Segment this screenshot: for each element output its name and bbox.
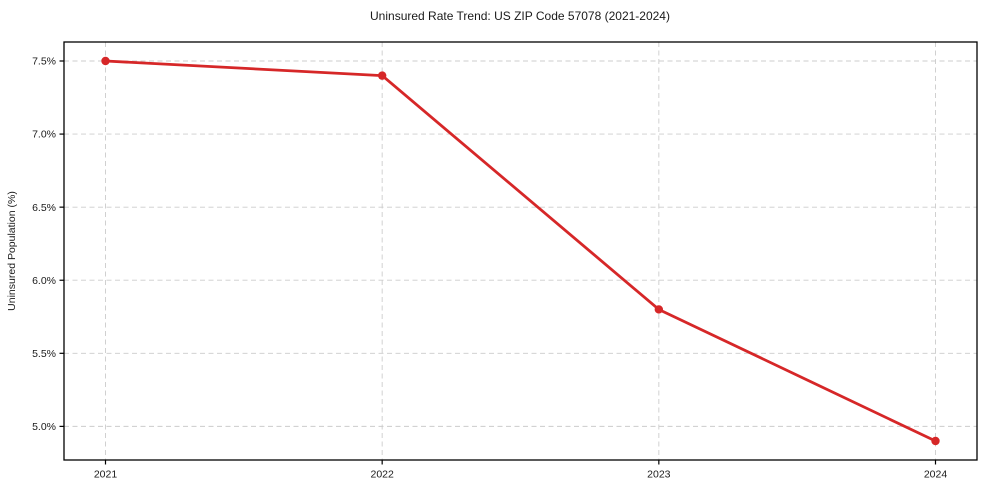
data-point — [654, 305, 664, 314]
trend-line — [104, 59, 937, 443]
x-tick-label: 2021 — [94, 469, 118, 481]
x-tick-label: 2023 — [647, 469, 671, 481]
data-point — [101, 56, 110, 66]
plot-border — [63, 41, 978, 461]
y-tick-label: 7.0% — [32, 129, 56, 141]
y-tick-label: 7.5% — [32, 56, 56, 68]
chart-title: Uninsured Rate Trend: US ZIP Code 57078 … — [370, 9, 670, 23]
plot-area: 5.0% 5.5% 6.0% 6.5% 7.0% 7.5% 2021 2022 2023 2024 — [32, 41, 978, 481]
plot-background — [64, 42, 977, 460]
y-tick-label: 6.5% — [32, 202, 56, 214]
data-point — [377, 71, 387, 80]
y-tick-label: 5.0% — [32, 421, 56, 433]
x-tick-label: 2022 — [370, 469, 394, 481]
x-tick-label: 2024 — [924, 469, 948, 481]
data-point — [931, 436, 940, 446]
y-tick-label: 6.0% — [32, 275, 56, 287]
y-axis-label: Uninsured Population (%) — [6, 191, 18, 311]
y-tick-label: 5.5% — [32, 348, 56, 360]
